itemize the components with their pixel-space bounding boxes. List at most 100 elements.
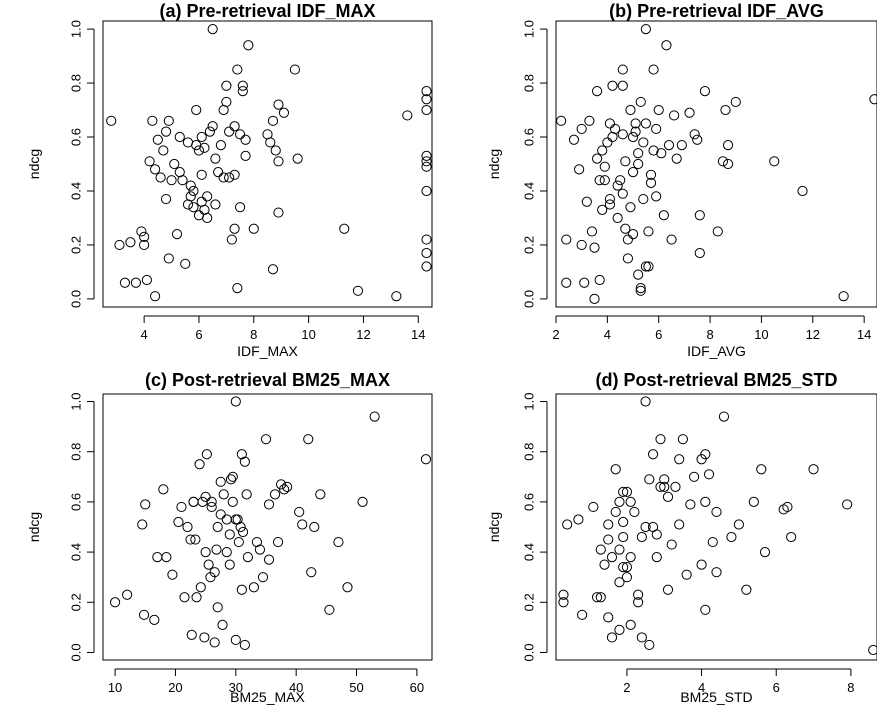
data-point	[625, 619, 636, 630]
data-point	[195, 582, 206, 593]
data-point	[420, 454, 432, 465]
plot-frame	[555, 20, 877, 308]
data-point	[203, 559, 214, 570]
y-tick-label: 0.8	[522, 443, 537, 461]
data-point	[622, 253, 634, 264]
data-point	[595, 544, 606, 555]
data-point	[188, 202, 199, 213]
data-point	[229, 223, 240, 234]
data-point	[666, 539, 677, 550]
data-point	[289, 64, 301, 75]
data-point	[670, 481, 681, 492]
data-point	[658, 210, 669, 221]
data-point	[137, 519, 148, 530]
data-point	[869, 94, 877, 105]
data-point	[636, 632, 647, 643]
data-point	[237, 80, 248, 91]
data-point	[282, 481, 293, 492]
data-point	[263, 499, 275, 510]
data-point	[188, 185, 199, 197]
data-point	[140, 499, 151, 510]
data-point	[603, 612, 614, 623]
data-point	[786, 531, 797, 543]
data-point	[838, 291, 849, 302]
y-tick-label: 0.6	[69, 493, 84, 511]
data-point	[640, 261, 651, 272]
data-point	[769, 156, 780, 167]
y-tick-label: 1.0	[69, 20, 84, 38]
y-tick-label: 0.0	[69, 643, 84, 661]
x-tick-label: 40	[289, 680, 303, 695]
data-point	[576, 239, 587, 251]
data-point	[421, 234, 432, 245]
data-point	[722, 140, 734, 151]
data-point	[633, 589, 644, 600]
data-point	[273, 156, 284, 167]
data-point	[239, 456, 250, 467]
data-point	[676, 140, 687, 151]
data-point	[279, 484, 290, 495]
data-point	[700, 449, 711, 460]
data-point	[248, 582, 260, 593]
data-point	[614, 544, 625, 555]
y-tick-label: 0.4	[69, 182, 84, 200]
data-point	[591, 592, 603, 603]
data-point	[202, 212, 213, 224]
data-point	[186, 629, 197, 641]
data-point	[174, 131, 185, 143]
data-point	[221, 514, 232, 525]
data-point	[707, 536, 718, 548]
x-tick-label: 30	[229, 680, 243, 695]
data-point	[194, 459, 205, 470]
data-point	[342, 582, 353, 593]
data-point	[221, 80, 232, 91]
data-point	[185, 534, 196, 545]
y-tick-label: 0.4	[522, 182, 537, 200]
data-point	[161, 552, 172, 563]
data-point	[160, 126, 172, 137]
plot-frame	[102, 393, 433, 661]
y-axis-label: ndcg	[486, 512, 502, 542]
data-point	[558, 597, 569, 608]
data-point	[173, 516, 184, 528]
data-point	[562, 519, 573, 530]
data-point	[661, 40, 672, 51]
data-point	[269, 489, 281, 500]
x-tick-label: 6	[195, 327, 202, 342]
data-point	[617, 80, 628, 91]
data-point	[581, 196, 592, 207]
data-point	[622, 234, 634, 245]
data-point	[292, 153, 303, 164]
data-point	[109, 597, 121, 608]
data-point	[618, 562, 629, 573]
data-point	[588, 501, 599, 513]
data-point	[136, 226, 147, 237]
data-point	[158, 145, 169, 156]
data-point	[656, 148, 667, 159]
y-tick-label: 1.0	[69, 392, 84, 410]
x-tick-label: 4	[698, 680, 705, 695]
x-axis-label: IDF_AVG	[687, 343, 746, 359]
data-point	[158, 484, 169, 495]
data-point	[167, 569, 178, 580]
data-point	[160, 193, 172, 205]
data-point	[278, 107, 290, 118]
data-point	[213, 166, 224, 178]
data-point	[204, 126, 216, 137]
data-point	[193, 145, 205, 156]
data-point	[643, 226, 654, 237]
data-point	[700, 604, 711, 615]
data-point	[212, 521, 223, 533]
data-point	[163, 115, 174, 126]
x-tick-label: 8	[706, 327, 713, 342]
data-point	[694, 247, 705, 259]
plot-frame	[102, 20, 433, 308]
x-tick-label: 10	[754, 327, 768, 342]
y-tick-label: 0.2	[522, 593, 537, 611]
data-point	[648, 64, 659, 75]
data-point	[241, 489, 252, 500]
data-point	[191, 592, 202, 603]
x-tick-label: 10	[108, 680, 122, 695]
data-point	[669, 110, 680, 121]
data-point	[207, 23, 218, 35]
